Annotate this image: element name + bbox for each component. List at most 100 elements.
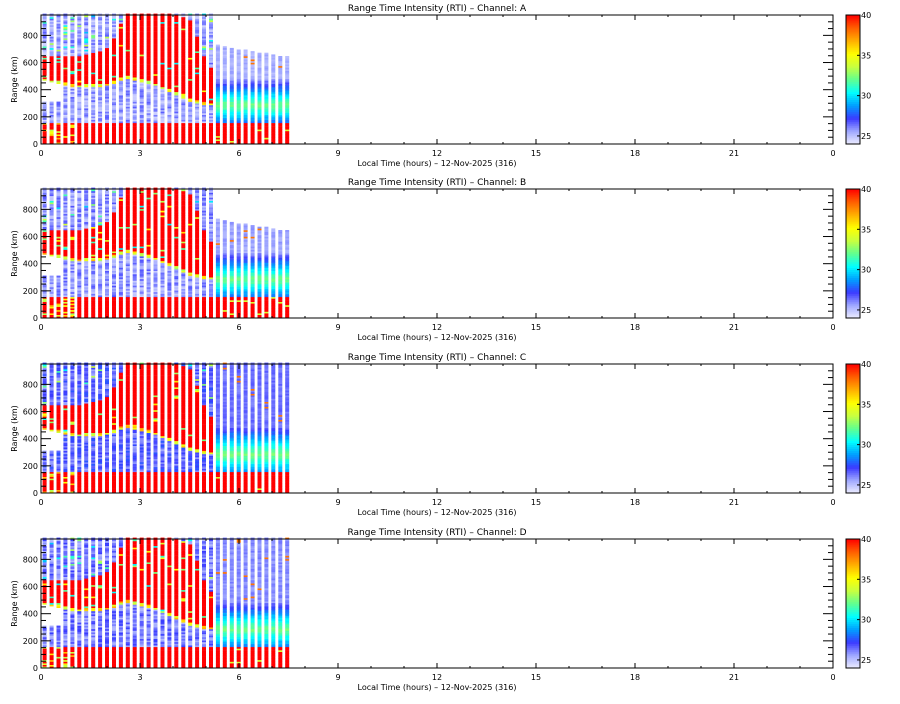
heatmap-cell: [133, 277, 137, 279]
heatmap-cell: [251, 115, 255, 117]
heatmap-cell: [133, 108, 137, 110]
heatmap-cell: [154, 20, 158, 22]
heatmap-cell: [209, 103, 213, 105]
heatmap-cell: [195, 81, 199, 83]
heatmap-cell: [167, 233, 171, 235]
heatmap-cell: [126, 92, 130, 94]
heatmap-cell: [209, 108, 213, 110]
heatmap-cell: [258, 136, 262, 138]
heatmap-cell: [167, 98, 171, 100]
heatmap-cell: [98, 222, 102, 224]
heatmap-cell: [216, 255, 220, 257]
heatmap-cell: [84, 289, 88, 291]
heatmap-cell: [188, 71, 192, 73]
heatmap-cell: [98, 120, 102, 122]
heatmap-cell: [91, 238, 95, 240]
heatmap-cell: [154, 103, 158, 105]
heatmap-cell: [188, 37, 192, 39]
heatmap-cell: [63, 15, 67, 17]
heatmap-cell: [161, 222, 165, 224]
heatmap-cell: [98, 250, 102, 252]
heatmap-cell: [119, 261, 123, 263]
heatmap-cell: [195, 245, 199, 247]
heatmap-cell: [84, 81, 88, 83]
heatmap-cell: [63, 32, 67, 34]
heatmap-cell: [244, 76, 248, 78]
heatmap-cell: [133, 76, 137, 78]
heatmap-cell: [174, 266, 178, 268]
heatmap-cell: [91, 266, 95, 268]
heatmap-cell: [167, 103, 171, 105]
heatmap-cell: [174, 37, 178, 39]
heatmap-cell: [188, 217, 192, 219]
heatmap-cell: [112, 48, 116, 50]
heatmap-cell: [216, 108, 220, 110]
heatmap-cell: [133, 282, 137, 284]
heatmap-cell: [70, 108, 74, 110]
heatmap-cell: [140, 108, 144, 110]
heatmap-cell: [105, 37, 109, 39]
heatmap-cell: [147, 233, 151, 235]
heatmap-cell: [195, 211, 199, 213]
heatmap-cell: [140, 201, 144, 203]
heatmap-cell: [161, 92, 165, 94]
heatmap-cell: [271, 136, 275, 138]
heatmap-cell: [63, 87, 67, 89]
heatmap-cell: [140, 20, 144, 22]
heatmap-cell: [244, 59, 248, 61]
heatmap-cell: [216, 71, 220, 73]
heatmap-cell: [195, 27, 199, 29]
heatmap-cell: [63, 250, 67, 252]
heatmap-cell: [264, 120, 268, 122]
y-tick-label: 600: [23, 59, 38, 68]
heatmap-cell: [98, 98, 102, 100]
heatmap-cell: [57, 71, 61, 73]
heatmap-cell: [216, 103, 220, 105]
heatmap-cell: [188, 245, 192, 247]
heatmap-cell: [63, 64, 67, 66]
heatmap-cell: [133, 261, 137, 263]
heatmap-cell: [230, 54, 234, 56]
heatmap-cell: [147, 217, 151, 219]
heatmap-cell: [98, 20, 102, 22]
heatmap-cell: [237, 92, 241, 94]
heatmap-cell: [98, 272, 102, 274]
heatmap-cell: [237, 131, 241, 133]
heatmap-cell: [230, 233, 234, 235]
heatmap-cell: [154, 131, 158, 133]
heatmap-cell: [91, 305, 95, 307]
heatmap-cell: [119, 282, 123, 284]
heatmap-cell: [209, 43, 213, 45]
heatmap-cell: [91, 15, 95, 17]
heatmap-cell: [50, 64, 54, 66]
heatmap-cell: [50, 277, 54, 279]
heatmap-cell: [230, 81, 234, 83]
heatmap-cell: [174, 71, 178, 73]
heatmap-cell: [98, 76, 102, 78]
heatmap-cell: [181, 87, 185, 89]
heatmap-cell: [167, 20, 171, 22]
heatmap-cell: [43, 115, 47, 117]
heatmap-cell: [70, 305, 74, 307]
heatmap-cell: [43, 217, 47, 219]
heatmap-cell: [209, 136, 213, 138]
heatmap-cell: [188, 294, 192, 296]
heatmap-cell: [147, 131, 151, 133]
heatmap-cell: [77, 120, 81, 122]
heatmap-cell: [188, 250, 192, 252]
heatmap-cell: [174, 228, 178, 230]
heatmap-cell: [133, 32, 137, 34]
heatmap-cell: [167, 305, 171, 307]
heatmap-cell: [57, 64, 61, 66]
heatmap-cell: [154, 245, 158, 247]
heatmap-cell: [105, 87, 109, 89]
heatmap-cell: [126, 71, 130, 73]
heatmap-cell: [133, 233, 137, 235]
heatmap-cell: [50, 282, 54, 284]
heatmap-cell: [84, 211, 88, 213]
heatmap-cell: [216, 272, 220, 274]
heatmap-cell: [84, 266, 88, 268]
heatmap-cell: [119, 211, 123, 213]
heatmap-cell: [188, 20, 192, 22]
panel-title: Range Time Intensity (RTI) – Channel: A: [348, 4, 527, 14]
